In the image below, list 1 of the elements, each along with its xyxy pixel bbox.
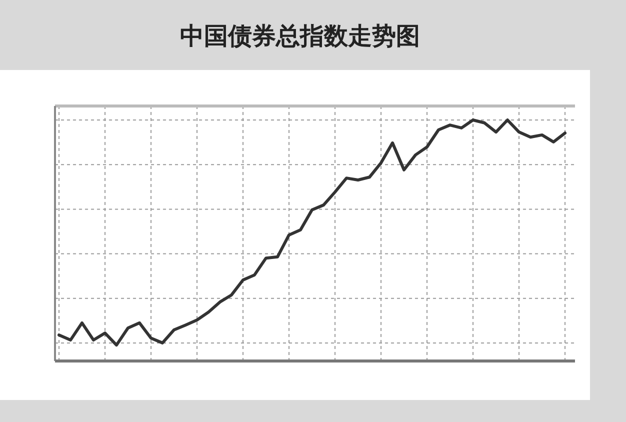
chart-title: 中国债券总指数走势图 [180,22,420,50]
